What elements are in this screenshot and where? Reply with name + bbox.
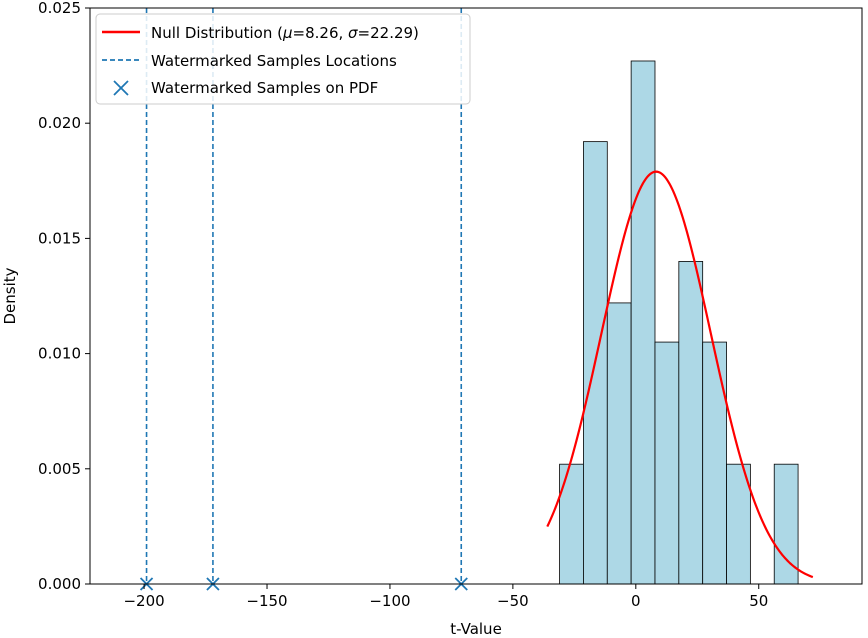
y-tick-label: 0.020 — [38, 114, 81, 132]
y-tick-label: 0.015 — [38, 229, 81, 247]
histogram-bar — [678, 261, 704, 585]
y-tick-label: 0.000 — [38, 575, 81, 593]
x-axis-ticks: −200 −150 −100 −50 0 50 — [123, 584, 768, 610]
histogram-bar — [702, 341, 727, 585]
x-tick-label: −150 — [246, 592, 287, 610]
legend-label-null-distribution: Null Distribution (μ=8.26, σ=22.29) — [151, 24, 419, 42]
legend-label-samples-on-pdf: Watermarked Samples on PDF — [151, 79, 378, 97]
x-tick-label: −50 — [497, 592, 529, 610]
histogram-bars — [559, 60, 799, 585]
plot-frame — [89, 7, 863, 585]
null-distribution-curve — [546, 170, 814, 579]
legend-x-marker-swatch — [113, 80, 129, 96]
x-tick-label: −100 — [369, 592, 410, 610]
x-axis-label: t-Value — [450, 620, 502, 638]
histogram-bar — [606, 302, 632, 585]
y-tick-label: 0.005 — [38, 460, 81, 478]
histogram-bar — [654, 341, 680, 585]
histogram-bar — [559, 463, 584, 585]
x-tick-label: −200 — [123, 592, 164, 610]
y-axis-label: Density — [1, 267, 19, 324]
legend-box — [95, 13, 471, 105]
y-tick-label: 0.010 — [38, 345, 81, 363]
x-tick-label: 50 — [749, 592, 768, 610]
legend: Null Distribution (μ=8.26, σ=22.29) Wate… — [95, 13, 471, 105]
legend-label-sample-locations: Watermarked Samples Locations — [151, 52, 397, 70]
x-tick-label: 0 — [631, 592, 641, 610]
histogram-bar — [630, 60, 656, 585]
y-tick-label: 0.025 — [38, 0, 81, 17]
y-axis-ticks: 0.000 0.005 0.010 0.015 0.020 0.025 — [38, 0, 90, 593]
